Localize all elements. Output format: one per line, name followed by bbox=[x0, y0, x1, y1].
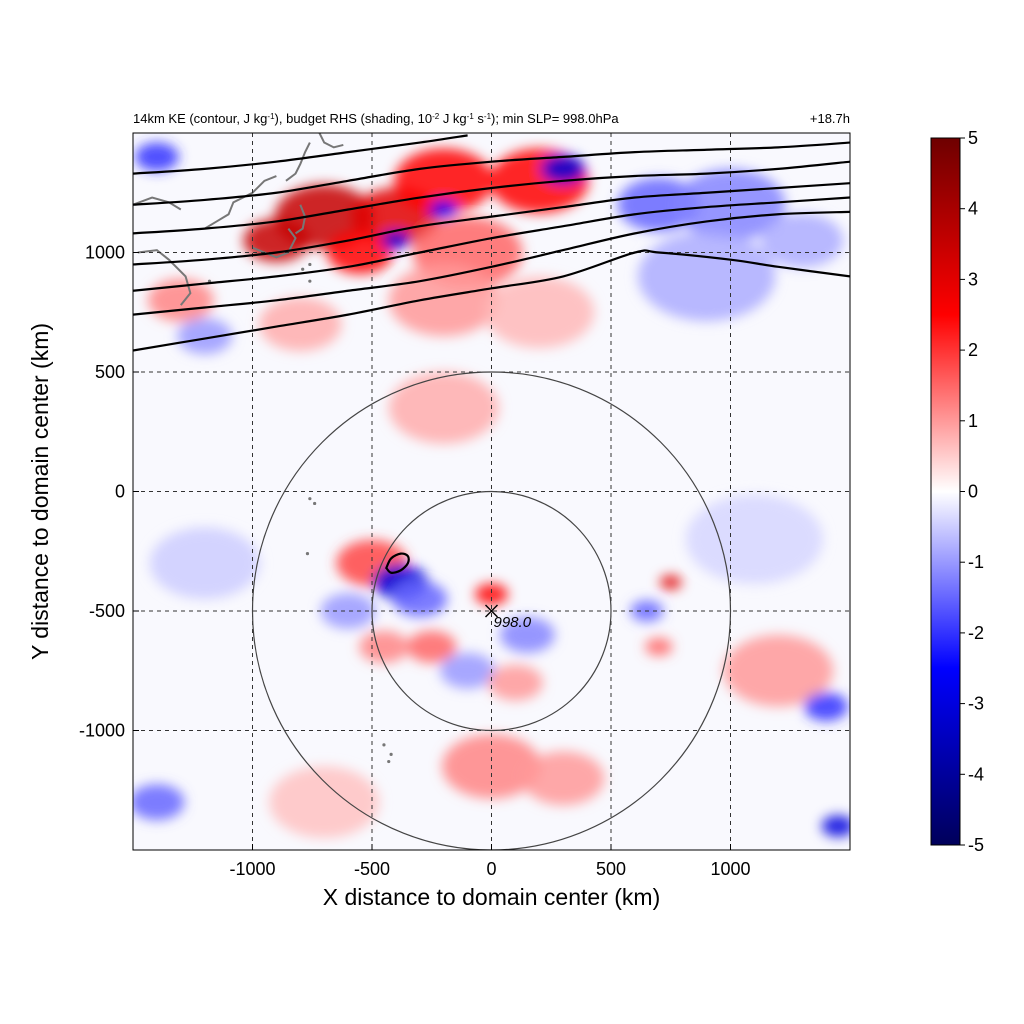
coastline-speck bbox=[308, 262, 312, 267]
shading-blob bbox=[487, 664, 543, 701]
shading-blob bbox=[804, 692, 849, 721]
ke-contour-line bbox=[133, 249, 850, 352]
colorbar-tick-label: -3 bbox=[968, 694, 984, 714]
y-tick-label: 1000 bbox=[85, 243, 125, 263]
shading-blob bbox=[259, 297, 342, 352]
range-circle bbox=[371, 490, 612, 732]
colorbar: 5 4 3 2 1 0 -1 -2 -3 -4 -5 bbox=[930, 128, 984, 855]
y-tick-label: -500 bbox=[89, 601, 125, 621]
shading-blob bbox=[440, 652, 496, 689]
x-tick-label: 0 bbox=[486, 859, 496, 879]
shading-blob bbox=[392, 581, 448, 617]
coastline bbox=[285, 142, 311, 182]
coastline bbox=[204, 175, 277, 230]
shading-blob bbox=[149, 527, 260, 600]
colorbar-tick-label: 4 bbox=[968, 199, 978, 219]
shading-blob bbox=[617, 177, 701, 232]
colorbar-tick-label: -2 bbox=[968, 623, 984, 643]
shading-blob bbox=[269, 766, 380, 839]
coastline bbox=[133, 196, 182, 211]
x-tick-label: 500 bbox=[596, 859, 626, 879]
shading-blob bbox=[484, 276, 595, 349]
y-axis-title: Y distance to domain center (km) bbox=[27, 323, 53, 660]
shading-blob bbox=[359, 630, 409, 663]
colorbar-tick-label: 0 bbox=[968, 482, 978, 502]
shading-blob bbox=[541, 154, 586, 184]
y-axis: -1000 -500 0 500 1000 bbox=[79, 243, 139, 741]
shading-blob bbox=[499, 616, 555, 653]
plot-title: 14km KE (contour, J kg-1), budget RHS (s… bbox=[133, 111, 619, 126]
center-slp-label: 998.0 bbox=[494, 614, 532, 631]
range-circles bbox=[251, 371, 732, 850]
plot-area: 998.0 bbox=[132, 132, 851, 851]
ke-contour-closed bbox=[385, 552, 410, 574]
x-axis: -1000 -500 0 500 1000 bbox=[229, 844, 751, 879]
shading-blob bbox=[134, 142, 179, 172]
ke-contour-line bbox=[133, 141, 850, 206]
ke-contour-line bbox=[133, 196, 850, 292]
ke-contours bbox=[133, 134, 850, 574]
shading-blob bbox=[821, 815, 850, 837]
shading-blob bbox=[133, 784, 185, 821]
ke-contour-line bbox=[133, 210, 850, 316]
coastline bbox=[294, 204, 307, 235]
coastline bbox=[252, 228, 297, 259]
shading-blob bbox=[388, 372, 499, 444]
shading-blob bbox=[320, 593, 376, 629]
ke-contour-line bbox=[133, 182, 850, 266]
coastlines bbox=[133, 133, 393, 764]
coastline-speck bbox=[387, 759, 391, 764]
shading-blob bbox=[760, 213, 844, 268]
coastline-speck bbox=[308, 279, 312, 283]
shading-blob bbox=[685, 494, 824, 585]
colorbar-tick-label: -4 bbox=[968, 764, 984, 784]
shading-blob bbox=[382, 231, 410, 250]
ke-contour-line bbox=[133, 160, 850, 235]
colorbar-tick-label: 5 bbox=[968, 128, 978, 148]
center-cross-stroke bbox=[485, 604, 498, 618]
shading-blob bbox=[177, 318, 233, 355]
coastline bbox=[137, 249, 192, 306]
y-tick-label: -1000 bbox=[79, 721, 125, 741]
shading-blob bbox=[723, 634, 834, 707]
shading-blob bbox=[388, 264, 499, 337]
x-tick-label: 1000 bbox=[710, 859, 750, 879]
colorbar-tick-label: 3 bbox=[968, 269, 978, 289]
colorbar-tick-label: -1 bbox=[968, 552, 984, 572]
y-tick-label: 500 bbox=[95, 362, 125, 382]
shading-blob bbox=[637, 231, 776, 322]
shading-blob bbox=[645, 637, 673, 656]
ke-contour-line bbox=[133, 134, 468, 175]
range-circle bbox=[251, 371, 732, 850]
coastline-speck bbox=[313, 501, 317, 506]
colorbar-tick-label: -5 bbox=[968, 835, 984, 855]
shading-blob bbox=[521, 751, 605, 806]
colorbar-ticks: 5 4 3 2 1 0 -1 -2 -3 -4 -5 bbox=[960, 128, 984, 855]
shading-blob bbox=[429, 200, 458, 219]
storm-center-marker: 998.0 bbox=[485, 604, 532, 631]
x-tick-label: -1000 bbox=[229, 859, 275, 879]
coastline-speck bbox=[389, 752, 393, 757]
coastline-speck bbox=[305, 552, 310, 556]
forecast-time-label: +18.7h bbox=[810, 111, 850, 126]
x-axis-title: X distance to domain center (km) bbox=[323, 884, 660, 910]
shading-blob bbox=[475, 583, 508, 606]
shading-blob bbox=[407, 630, 457, 663]
coastline bbox=[318, 133, 344, 149]
colorbar-gradient bbox=[930, 137, 961, 846]
colorbar-tick-label: 1 bbox=[968, 411, 978, 431]
coastline-speck bbox=[382, 743, 386, 747]
coastline-speck bbox=[308, 497, 312, 501]
shading-blob bbox=[659, 575, 682, 590]
colorbar-tick-label: 2 bbox=[968, 340, 978, 360]
y-tick-label: 0 bbox=[115, 482, 125, 502]
shading-field bbox=[133, 142, 850, 839]
x-tick-label: -500 bbox=[354, 859, 390, 879]
coastline-speck bbox=[301, 267, 305, 271]
